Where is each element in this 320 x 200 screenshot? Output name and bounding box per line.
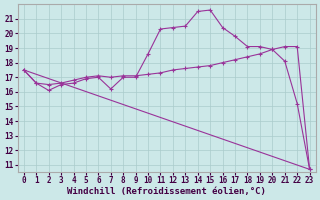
X-axis label: Windchill (Refroidissement éolien,°C): Windchill (Refroidissement éolien,°C) — [67, 187, 266, 196]
